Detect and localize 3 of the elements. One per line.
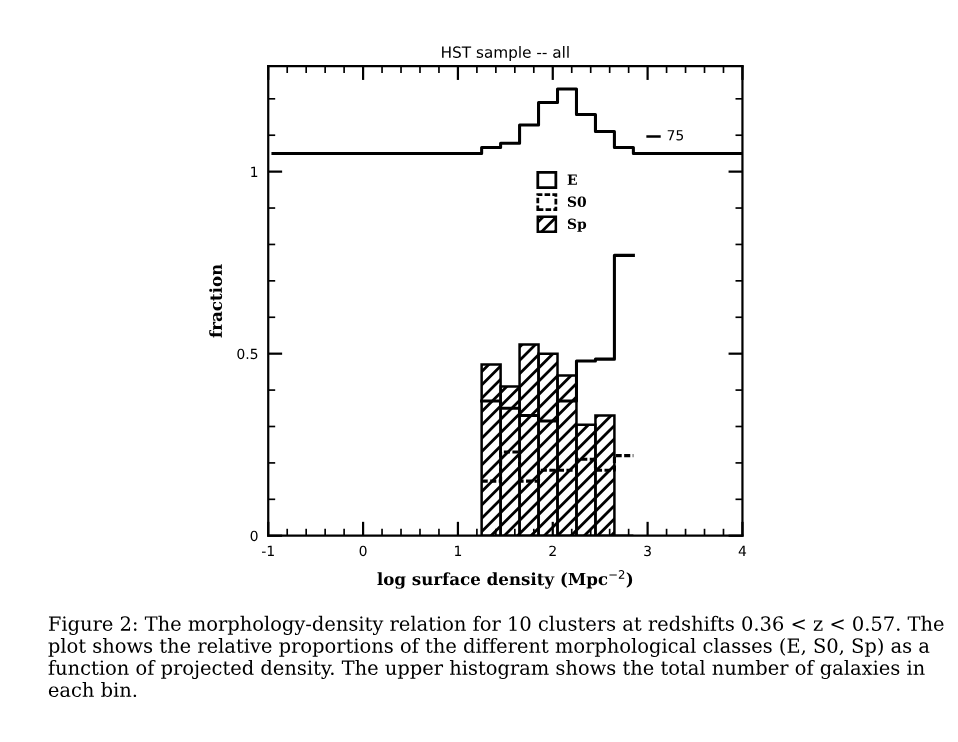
x-axis-title: log surface density (Mpc$^{−2}$)	[377, 570, 633, 589]
y-axis-title: fraction	[209, 264, 223, 338]
caption: Figure 2: The morphology-density relation for 10 clusters at redshifts 0.36 < z < 0.57. The plot shows the relative proportions of the different morphological classes (E, S0, Sp) as a function of projected density. The upper histogram shows the total number of galaxies in each bin.	[48, 615, 944, 698]
